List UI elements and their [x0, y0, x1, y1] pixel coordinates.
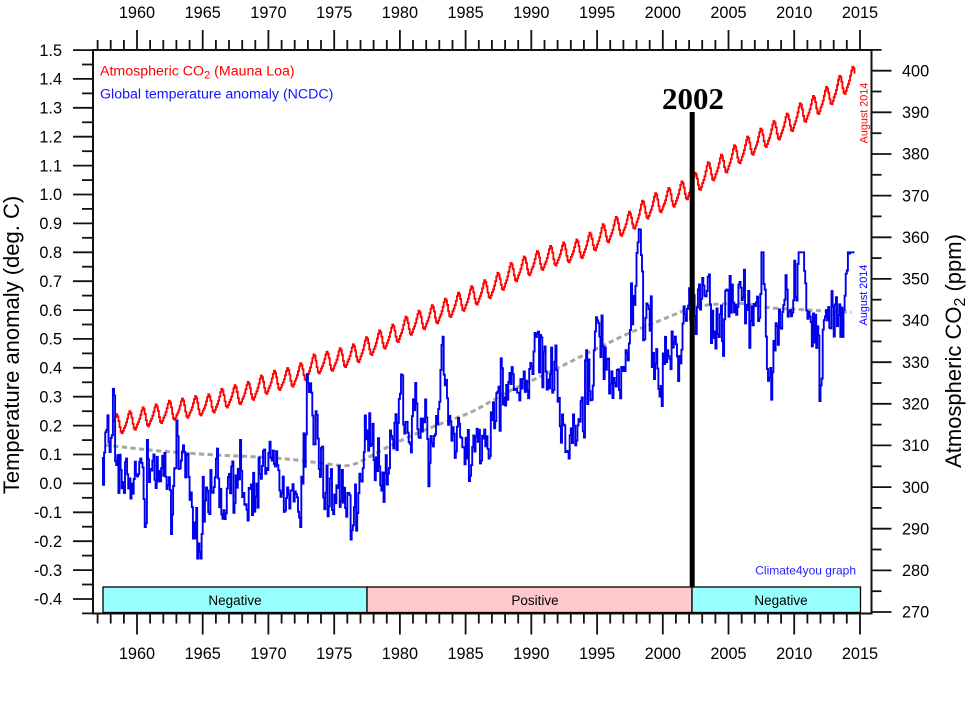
svg-text:270: 270 [902, 604, 929, 622]
svg-text:0.8: 0.8 [39, 244, 62, 262]
svg-text:Global temperature anomaly (NC: Global temperature anomaly (NCDC) [100, 87, 333, 103]
svg-text:1970: 1970 [250, 4, 286, 22]
svg-text:Negative: Negative [754, 593, 807, 608]
svg-text:2002: 2002 [662, 81, 724, 116]
svg-text:2000: 2000 [645, 4, 681, 22]
svg-text:1995: 1995 [579, 645, 615, 663]
svg-text:Negative: Negative [208, 593, 261, 608]
svg-text:1970: 1970 [250, 645, 286, 663]
svg-text:1.2: 1.2 [39, 128, 62, 146]
svg-text:1965: 1965 [185, 645, 221, 663]
svg-text:1975: 1975 [316, 645, 352, 663]
svg-text:August 2014: August 2014 [859, 83, 871, 144]
svg-text:1995: 1995 [579, 4, 615, 22]
svg-text:0.7: 0.7 [39, 273, 62, 291]
svg-text:2010: 2010 [776, 645, 812, 663]
svg-text:320: 320 [902, 396, 929, 414]
svg-text:1.5: 1.5 [39, 42, 62, 60]
svg-text:2000: 2000 [645, 645, 681, 663]
svg-text:380: 380 [902, 146, 929, 164]
svg-text:0.5: 0.5 [39, 331, 62, 349]
svg-text:1.3: 1.3 [39, 100, 62, 118]
svg-text:360: 360 [902, 229, 929, 247]
svg-text:1965: 1965 [185, 4, 221, 22]
svg-text:340: 340 [902, 312, 929, 330]
svg-text:2005: 2005 [710, 4, 746, 22]
svg-text:Positive: Positive [511, 593, 558, 608]
svg-text:0.4: 0.4 [39, 360, 62, 378]
svg-text:2015: 2015 [842, 645, 878, 663]
svg-text:310: 310 [902, 437, 929, 455]
svg-text:0.2: 0.2 [39, 417, 62, 435]
svg-text:1960: 1960 [119, 645, 155, 663]
svg-text:1.0: 1.0 [39, 186, 62, 204]
svg-text:0.0: 0.0 [39, 475, 62, 493]
svg-text:2010: 2010 [776, 4, 812, 22]
svg-text:0.3: 0.3 [39, 388, 62, 406]
svg-text:-0.1: -0.1 [34, 504, 62, 522]
svg-text:1985: 1985 [447, 645, 483, 663]
svg-text:1990: 1990 [513, 645, 549, 663]
svg-text:-0.3: -0.3 [34, 562, 62, 580]
svg-text:390: 390 [902, 104, 929, 122]
svg-text:400: 400 [902, 62, 929, 80]
svg-text:Climate4you graph: Climate4you graph [755, 564, 856, 578]
svg-text:1990: 1990 [513, 4, 549, 22]
svg-text:0.6: 0.6 [39, 302, 62, 320]
svg-text:1985: 1985 [447, 4, 483, 22]
svg-text:300: 300 [902, 479, 929, 497]
svg-text:1980: 1980 [382, 645, 418, 663]
svg-text:2005: 2005 [710, 645, 746, 663]
svg-text:1.4: 1.4 [39, 71, 62, 89]
svg-text:-0.4: -0.4 [34, 591, 62, 609]
svg-text:2015: 2015 [842, 4, 878, 22]
svg-text:280: 280 [902, 562, 929, 580]
svg-text:290: 290 [902, 520, 929, 538]
svg-text:1.1: 1.1 [39, 157, 62, 175]
svg-text:370: 370 [902, 187, 929, 205]
svg-text:1975: 1975 [316, 4, 352, 22]
svg-text:350: 350 [902, 271, 929, 289]
svg-text:0.1: 0.1 [39, 446, 62, 464]
svg-text:Atmospheric CO2 (Mauna Loa): Atmospheric CO2 (Mauna Loa) [100, 64, 295, 82]
svg-text:330: 330 [902, 354, 929, 372]
svg-text:Temperature anomaly (deg. C): Temperature anomaly (deg. C) [0, 196, 24, 494]
svg-text:August 2014: August 2014 [858, 265, 870, 326]
svg-text:0.9: 0.9 [39, 215, 62, 233]
svg-text:Atmospheric CO2 (ppm): Atmospheric CO2 (ppm) [941, 234, 969, 468]
svg-text:1960: 1960 [119, 4, 155, 22]
svg-text:1980: 1980 [382, 4, 418, 22]
svg-text:-0.2: -0.2 [34, 533, 62, 551]
